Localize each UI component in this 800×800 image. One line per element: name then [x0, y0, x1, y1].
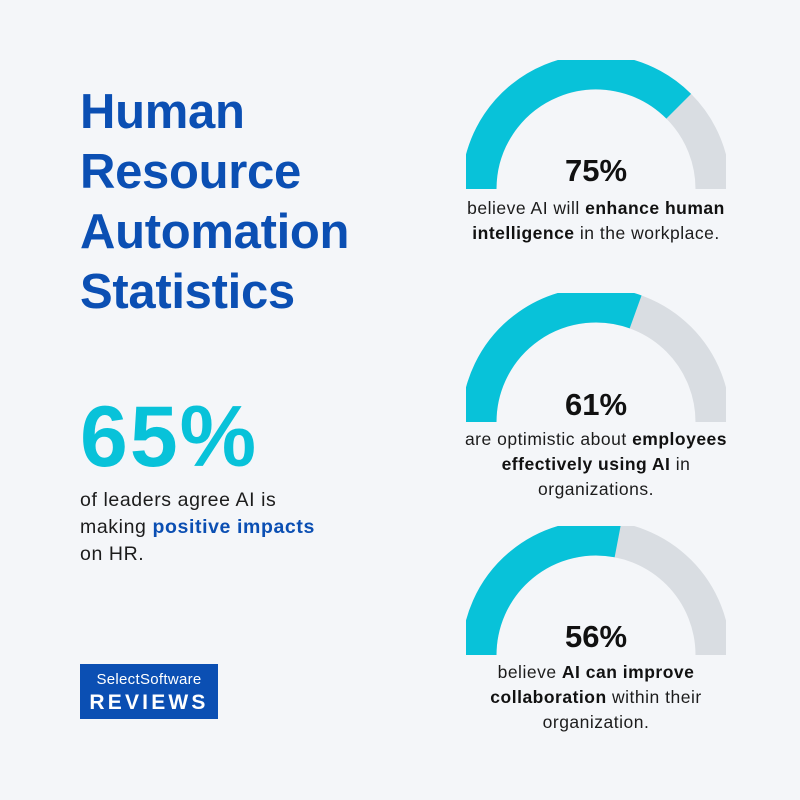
desc-highlight: AI can improve collaboration — [490, 662, 695, 707]
desc-text: believe — [497, 662, 562, 682]
desc-text: in the workplace. — [574, 223, 720, 243]
title-line: Automation — [80, 205, 350, 259]
desc-highlight: enhance human intelligence — [472, 198, 725, 243]
title-line: Statistics — [80, 265, 295, 319]
gauge-arc-icon — [466, 293, 726, 423]
gauge-description: are optimistic about employees effective… — [456, 427, 736, 502]
desc-text: within their organization. — [542, 687, 702, 732]
gauge-value: 75% — [564, 153, 628, 188]
gauge-3: 56% believe AI can improve collaboration… — [466, 526, 726, 732]
page-title: Human Resource Automation Statistics — [80, 82, 349, 322]
desc-text: are optimistic about — [464, 429, 633, 449]
logo-line2: REVIEWS — [89, 691, 209, 714]
desc-text: in organizations. — [538, 454, 691, 499]
title-line: Resource — [80, 145, 301, 199]
desc-text: of leaders agree AI is making — [80, 489, 277, 538]
desc-text: on HR. — [80, 543, 145, 565]
headline-stat-description: of leaders agree AI is making positive i… — [80, 487, 340, 568]
gauge-arc-icon — [466, 60, 726, 190]
gauge-1: 75% believe AI will enhance human intell… — [466, 60, 726, 243]
title-line: Human — [80, 85, 245, 139]
headline-stat-value: 65% — [80, 389, 259, 485]
desc-highlight: positive impacts — [152, 516, 315, 538]
desc-text: believe AI will — [467, 198, 586, 218]
desc-highlight: employees effectively using AI — [501, 429, 728, 474]
gauge-arc-icon — [466, 526, 726, 656]
gauge-2: 61% are optimistic about employees effec… — [465, 293, 727, 499]
gauge-value: 56% — [564, 619, 628, 654]
gauge-description: believe AI will enhance human intelligen… — [456, 196, 736, 246]
gauge-description: believe AI can improve collaboration wit… — [456, 660, 736, 735]
brand-logo: SelectSoftware REVIEWS — [80, 664, 218, 719]
logo-line1: SelectSoftware — [96, 671, 202, 688]
gauge-value: 61% — [564, 387, 628, 422]
